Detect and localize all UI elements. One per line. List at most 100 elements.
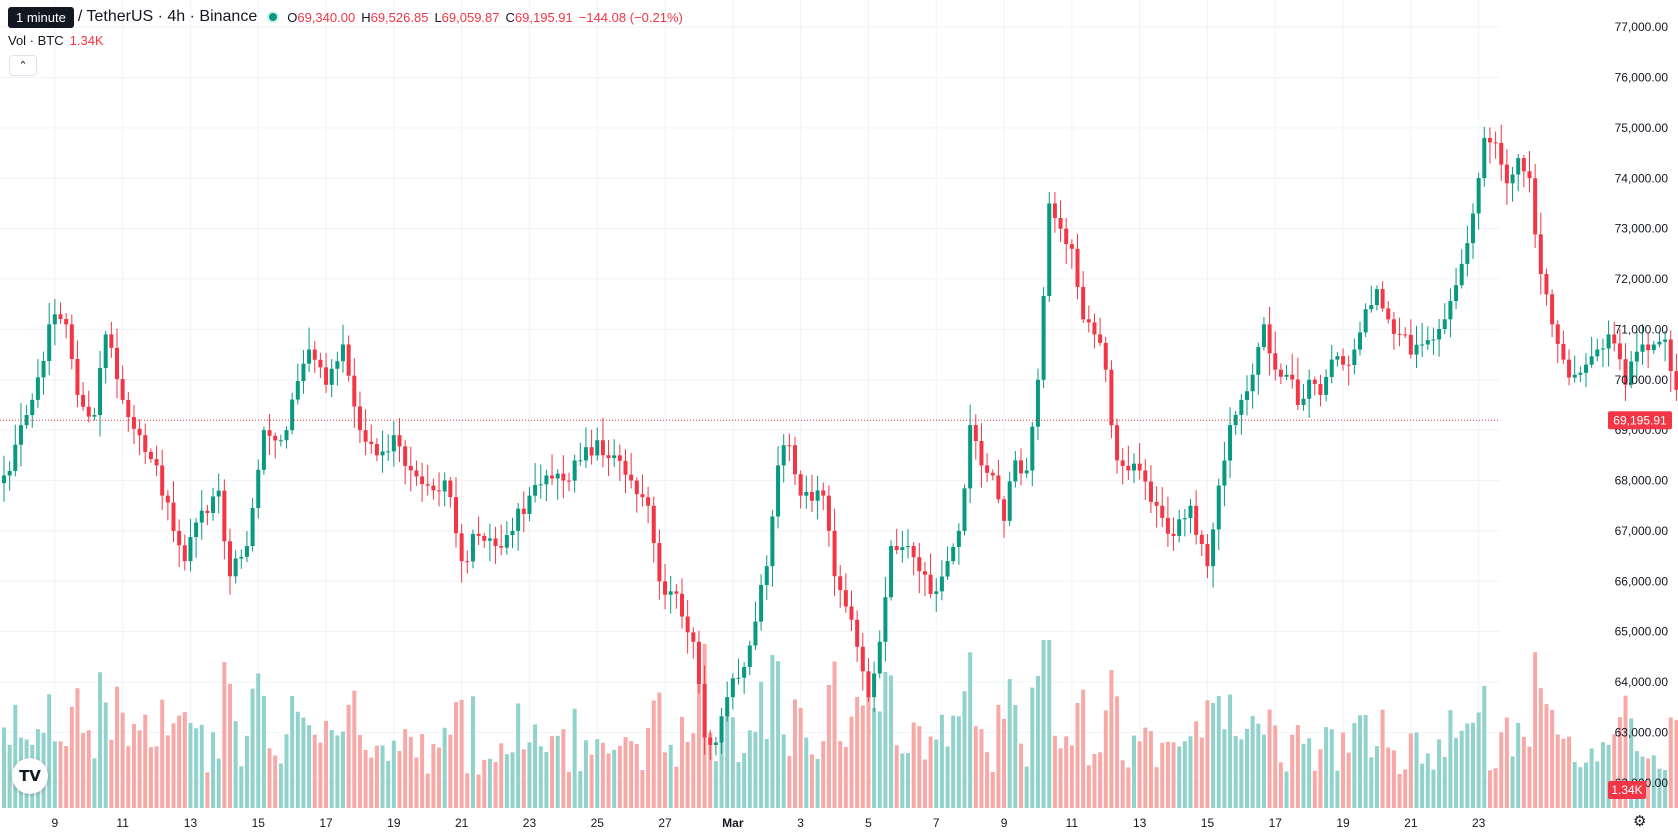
market-status-icon[interactable] (267, 11, 280, 23)
volume-bar-129 (730, 717, 735, 808)
volume-bar-165 (934, 739, 939, 808)
volume-bar-90 (510, 752, 515, 808)
volume-bar-174 (985, 752, 990, 808)
candle-body (278, 440, 283, 442)
candle-236 (1335, 351, 1340, 367)
x-tick-label: 15 (252, 816, 266, 830)
candle-body (380, 451, 385, 456)
volume-bar-109 (617, 745, 622, 808)
candle-200 (1132, 453, 1136, 484)
candle-237 (1341, 348, 1346, 371)
candle-50 (284, 426, 289, 449)
candle-body (1064, 228, 1069, 245)
volume-bar-188 (1064, 736, 1069, 808)
volume-bar-98 (555, 735, 560, 808)
volume-bar-30 (171, 723, 176, 808)
candle-41 (233, 550, 238, 584)
candle-body (538, 484, 543, 486)
candle-body (668, 591, 673, 595)
volume-bar-173 (979, 729, 984, 808)
candle-195 (1103, 336, 1108, 383)
candle-body (1290, 374, 1295, 380)
candle-40 (228, 528, 232, 595)
candle-body (1103, 342, 1108, 370)
candle-61 (346, 335, 351, 382)
volume-bar-55 (312, 734, 317, 808)
candle-65 (369, 424, 374, 454)
x-tick-label: 19 (1336, 816, 1350, 830)
candle-body (1284, 374, 1289, 377)
candle-276 (1561, 330, 1566, 364)
candle-23 (131, 405, 136, 444)
candle-57 (324, 352, 329, 394)
candle-body (1205, 543, 1210, 567)
candle-286 (1617, 329, 1622, 371)
candle-3 (18, 403, 23, 467)
candle-body (657, 543, 662, 582)
candle-body (1363, 309, 1368, 333)
candle-body (414, 470, 419, 477)
volume-bar-76 (431, 744, 436, 808)
symbol-title[interactable]: / TetherUS · 4h · Binance (77, 8, 258, 25)
x-tick-label: 21 (455, 816, 469, 830)
ohlc-high: H69,526.85 (361, 9, 429, 25)
volume-bar-263 (1487, 770, 1492, 808)
candle-body (906, 546, 910, 548)
candle-body (1211, 529, 1216, 567)
volume-bar-235 (1329, 729, 1334, 808)
candle-body (849, 606, 854, 620)
candle-body (1041, 295, 1046, 380)
candle-141 (798, 470, 803, 509)
candle-35 (199, 490, 204, 540)
candle-84 (476, 516, 481, 545)
volume-bar-231 (1307, 738, 1312, 808)
candle-121 (685, 599, 690, 654)
candle-116 (657, 529, 662, 600)
candle-231 (1307, 369, 1312, 418)
volume-bar-270 (1527, 746, 1532, 808)
volume-bar-82 (465, 773, 470, 808)
volume-bar-264 (1493, 768, 1498, 808)
last-price-label: 69,195.91 (1608, 411, 1672, 430)
candle-252 (1425, 326, 1430, 350)
price-change: −144.08 (−0.21%) (578, 9, 683, 25)
candle-body (290, 399, 295, 431)
price-axis[interactable]: 62,000.0063,000.0064,000.0065,000.0066,0… (1608, 20, 1672, 799)
volume-bar-93 (527, 742, 532, 808)
candle-19 (109, 321, 114, 358)
candle-body (1595, 349, 1600, 357)
candle-body (640, 494, 645, 498)
candle-114 (646, 486, 651, 524)
candle-body (35, 377, 40, 400)
candle-body (1487, 137, 1492, 143)
candle-body (516, 508, 521, 531)
candle-body (713, 742, 718, 745)
volume-bar-12 (69, 706, 74, 808)
y-tick-label: 72,000.00 (1615, 272, 1669, 286)
candle-291 (1646, 333, 1651, 369)
candle-body (691, 632, 696, 642)
candle-body (1092, 322, 1097, 335)
candle-129 (730, 673, 735, 710)
candle-294 (1663, 330, 1668, 362)
candle-253 (1431, 327, 1436, 355)
x-tick-label: 27 (658, 816, 672, 830)
candle-10 (58, 302, 63, 324)
time-axis[interactable]: 9 11 13 15 17 19 21 23 25 27 Mar 3 5 7 9 11 13 15 17 19 21 23 (52, 816, 1486, 830)
volume-bar-114 (646, 727, 651, 808)
candle-80 (454, 477, 458, 548)
candle-body (793, 445, 797, 475)
candle-body (877, 641, 882, 674)
volume-bar-203 (1148, 731, 1153, 808)
candle-body (1634, 351, 1639, 362)
volume-bar-214 (1211, 703, 1216, 808)
tradingview-logo-icon[interactable]: TV (12, 758, 48, 794)
collapse-legend-button[interactable]: ⌃ (9, 55, 37, 76)
gear-icon[interactable]: ⚙ (1633, 813, 1647, 830)
candle-body (1459, 263, 1464, 286)
candle-166 (939, 560, 944, 601)
candle-body (809, 491, 814, 501)
volume-bar-94 (533, 724, 538, 808)
candle-body (470, 533, 475, 562)
